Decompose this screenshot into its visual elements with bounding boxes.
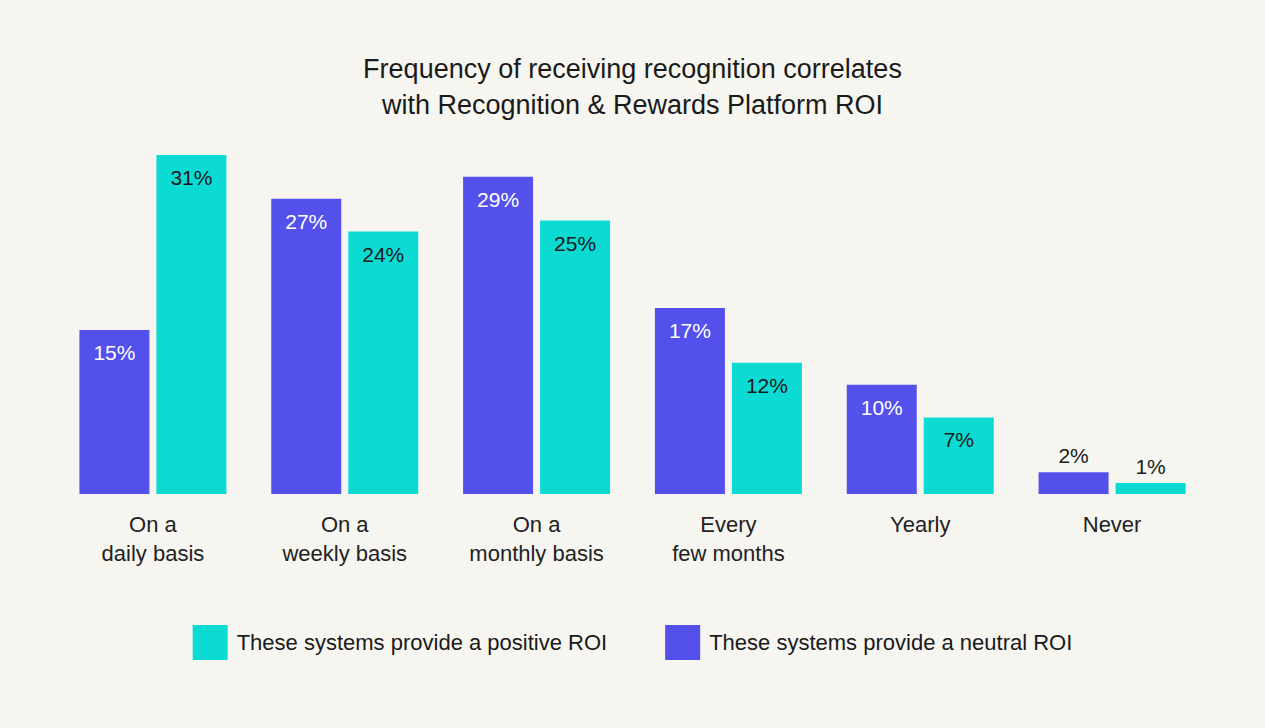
svg-text:15%: 15% (93, 341, 135, 364)
svg-text:31%: 31% (170, 166, 212, 189)
svg-text:daily basis: daily basis (102, 541, 205, 566)
svg-text:17%: 17% (669, 319, 711, 342)
svg-text:Never: Never (1083, 512, 1142, 537)
svg-text:12%: 12% (746, 374, 788, 397)
svg-text:On a: On a (513, 512, 561, 537)
svg-text:7%: 7% (944, 428, 974, 451)
svg-text:These systems provide a neutra: These systems provide a neutral ROI (709, 630, 1072, 655)
svg-text:10%: 10% (861, 396, 903, 419)
svg-text:weekly basis: weekly basis (281, 541, 407, 566)
svg-text:with Recognition & Rewards Pla: with Recognition & Rewards Platform ROI (381, 90, 883, 120)
svg-text:24%: 24% (362, 243, 404, 266)
svg-text:few months: few months (672, 541, 785, 566)
svg-text:2%: 2% (1058, 444, 1088, 467)
svg-text:Every: Every (700, 512, 756, 537)
svg-text:Frequency of receiving recogni: Frequency of receiving recognition corre… (363, 54, 902, 84)
svg-text:monthly basis: monthly basis (469, 541, 604, 566)
svg-text:1%: 1% (1135, 455, 1165, 478)
svg-text:25%: 25% (554, 232, 596, 255)
svg-text:On a: On a (321, 512, 369, 537)
svg-text:On a: On a (129, 512, 177, 537)
svg-text:Yearly: Yearly (890, 512, 950, 537)
svg-text:29%: 29% (477, 188, 519, 211)
svg-text:These systems provide a positi: These systems provide a positive ROI (237, 630, 607, 655)
svg-text:27%: 27% (285, 210, 327, 233)
